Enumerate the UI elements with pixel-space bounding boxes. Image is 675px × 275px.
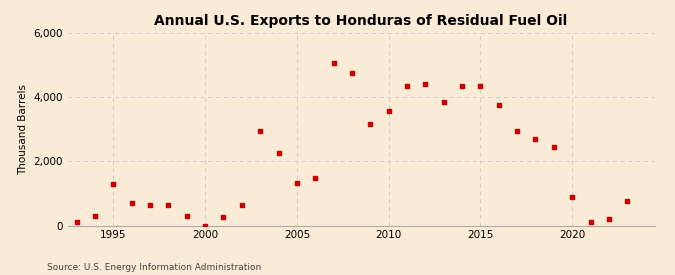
Point [292,181,302,185]
Point [567,194,578,199]
Point [144,202,155,207]
Point [383,108,394,113]
Point [512,129,522,133]
Point [438,100,449,104]
Point [236,202,247,207]
Point [254,129,265,133]
Point [90,214,101,218]
Point [218,214,229,219]
Point [108,182,119,186]
Title: Annual U.S. Exports to Honduras of Residual Fuel Oil: Annual U.S. Exports to Honduras of Resid… [155,14,568,28]
Point [457,84,468,88]
Point [328,61,339,66]
Y-axis label: Thousand Barrels: Thousand Barrels [18,84,28,175]
Point [200,223,211,228]
Point [365,122,376,127]
Point [548,145,559,149]
Point [402,84,412,88]
Point [126,201,137,205]
Point [603,217,614,221]
Point [475,84,486,88]
Point [346,71,357,75]
Point [585,220,596,224]
Point [530,137,541,141]
Point [163,202,174,207]
Point [622,199,632,204]
Point [420,82,431,87]
Point [72,220,82,224]
Point [273,151,284,155]
Text: Source: U.S. Energy Information Administration: Source: U.S. Energy Information Administ… [47,263,261,272]
Point [182,214,192,218]
Point [310,176,321,180]
Point [493,103,504,107]
